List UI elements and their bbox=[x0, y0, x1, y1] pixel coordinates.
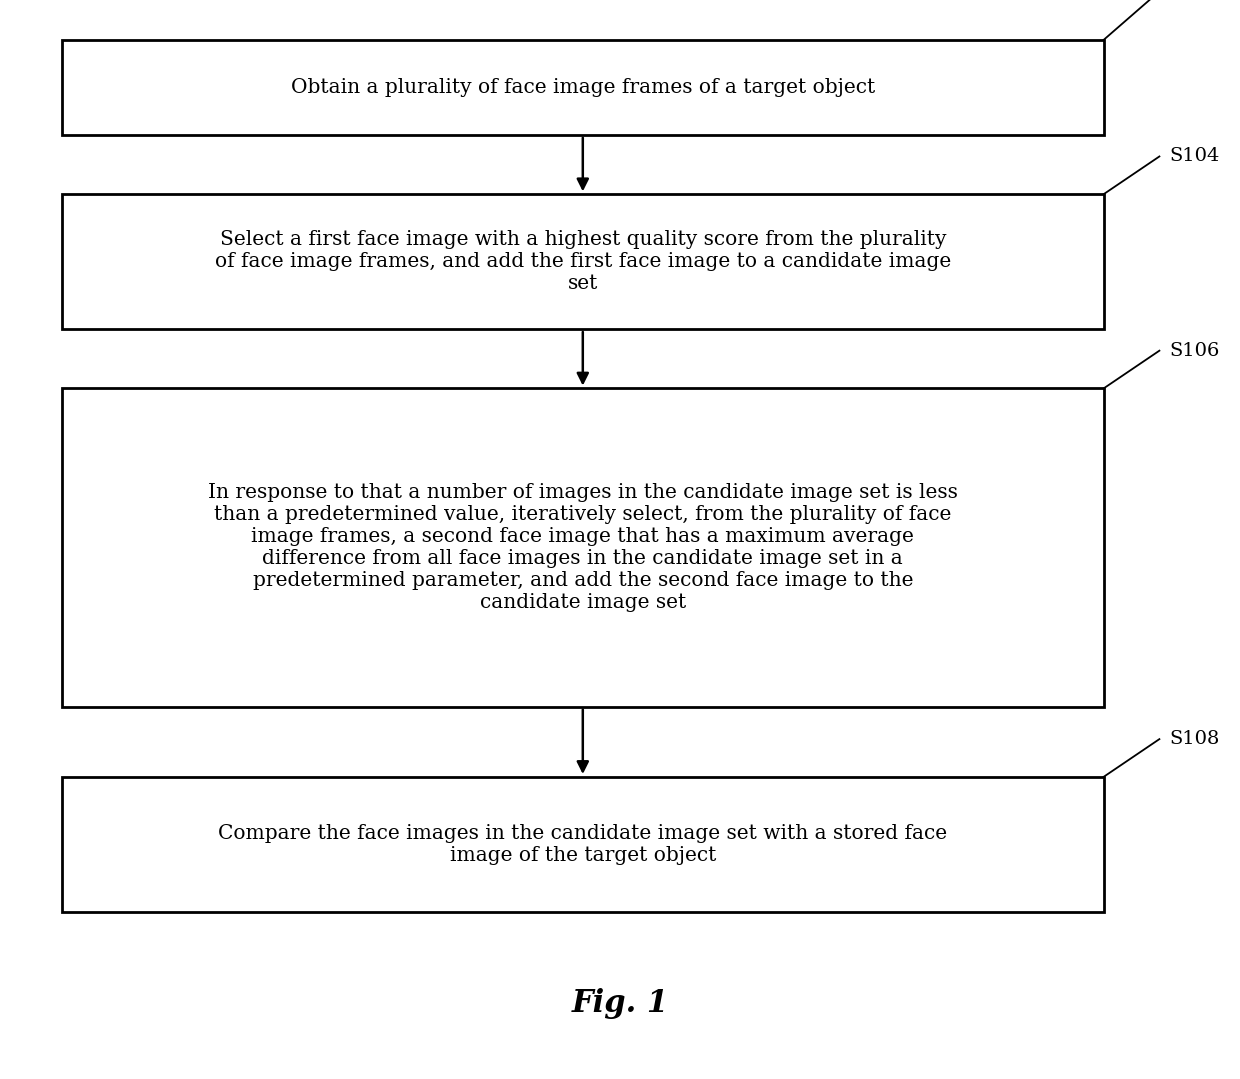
Bar bbox=[62, 777, 1104, 912]
Text: In response to that a number of images in the candidate image set is less
than a: In response to that a number of images i… bbox=[208, 483, 957, 612]
Text: Select a first face image with a highest quality score from the plurality
of fac: Select a first face image with a highest… bbox=[215, 230, 951, 293]
Text: Fig. 1: Fig. 1 bbox=[572, 988, 668, 1019]
Bar bbox=[62, 388, 1104, 707]
Bar bbox=[62, 40, 1104, 135]
Bar bbox=[62, 194, 1104, 329]
Text: S106: S106 bbox=[1169, 342, 1220, 359]
Text: Obtain a plurality of face image frames of a target object: Obtain a plurality of face image frames … bbox=[290, 78, 875, 97]
Text: S108: S108 bbox=[1169, 730, 1220, 748]
Text: Compare the face images in the candidate image set with a stored face
image of t: Compare the face images in the candidate… bbox=[218, 824, 947, 864]
Text: S104: S104 bbox=[1169, 148, 1220, 165]
